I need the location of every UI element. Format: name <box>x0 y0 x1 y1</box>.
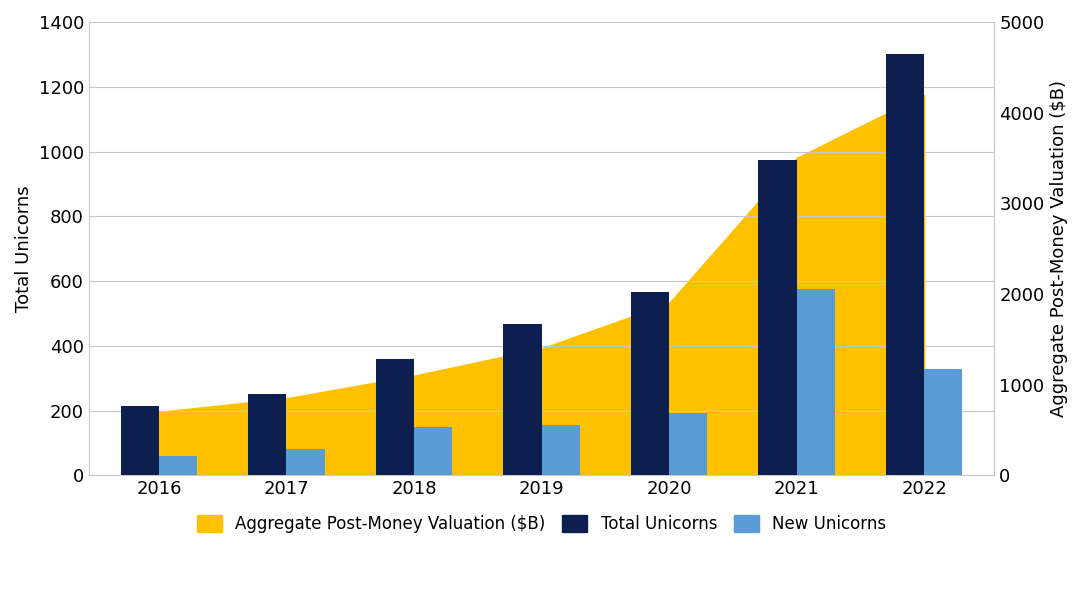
Bar <box>630 292 669 476</box>
Bar <box>287 449 325 476</box>
Bar <box>758 160 797 476</box>
Bar <box>669 413 707 476</box>
Bar <box>414 428 453 476</box>
Bar <box>924 369 963 476</box>
Bar <box>376 359 414 476</box>
Bar <box>248 394 287 476</box>
Bar <box>542 425 579 476</box>
Bar <box>120 406 159 476</box>
Bar <box>159 456 197 476</box>
Legend: Aggregate Post-Money Valuation ($B), Total Unicorns, New Unicorns: Aggregate Post-Money Valuation ($B), Tot… <box>191 508 892 540</box>
Y-axis label: Total Unicorns: Total Unicorns <box>15 185 32 312</box>
Bar <box>504 324 542 476</box>
Y-axis label: Aggregate Post-Money Valuation ($B): Aggregate Post-Money Valuation ($B) <box>1051 80 1068 417</box>
Bar <box>886 54 924 476</box>
Bar <box>797 289 835 476</box>
